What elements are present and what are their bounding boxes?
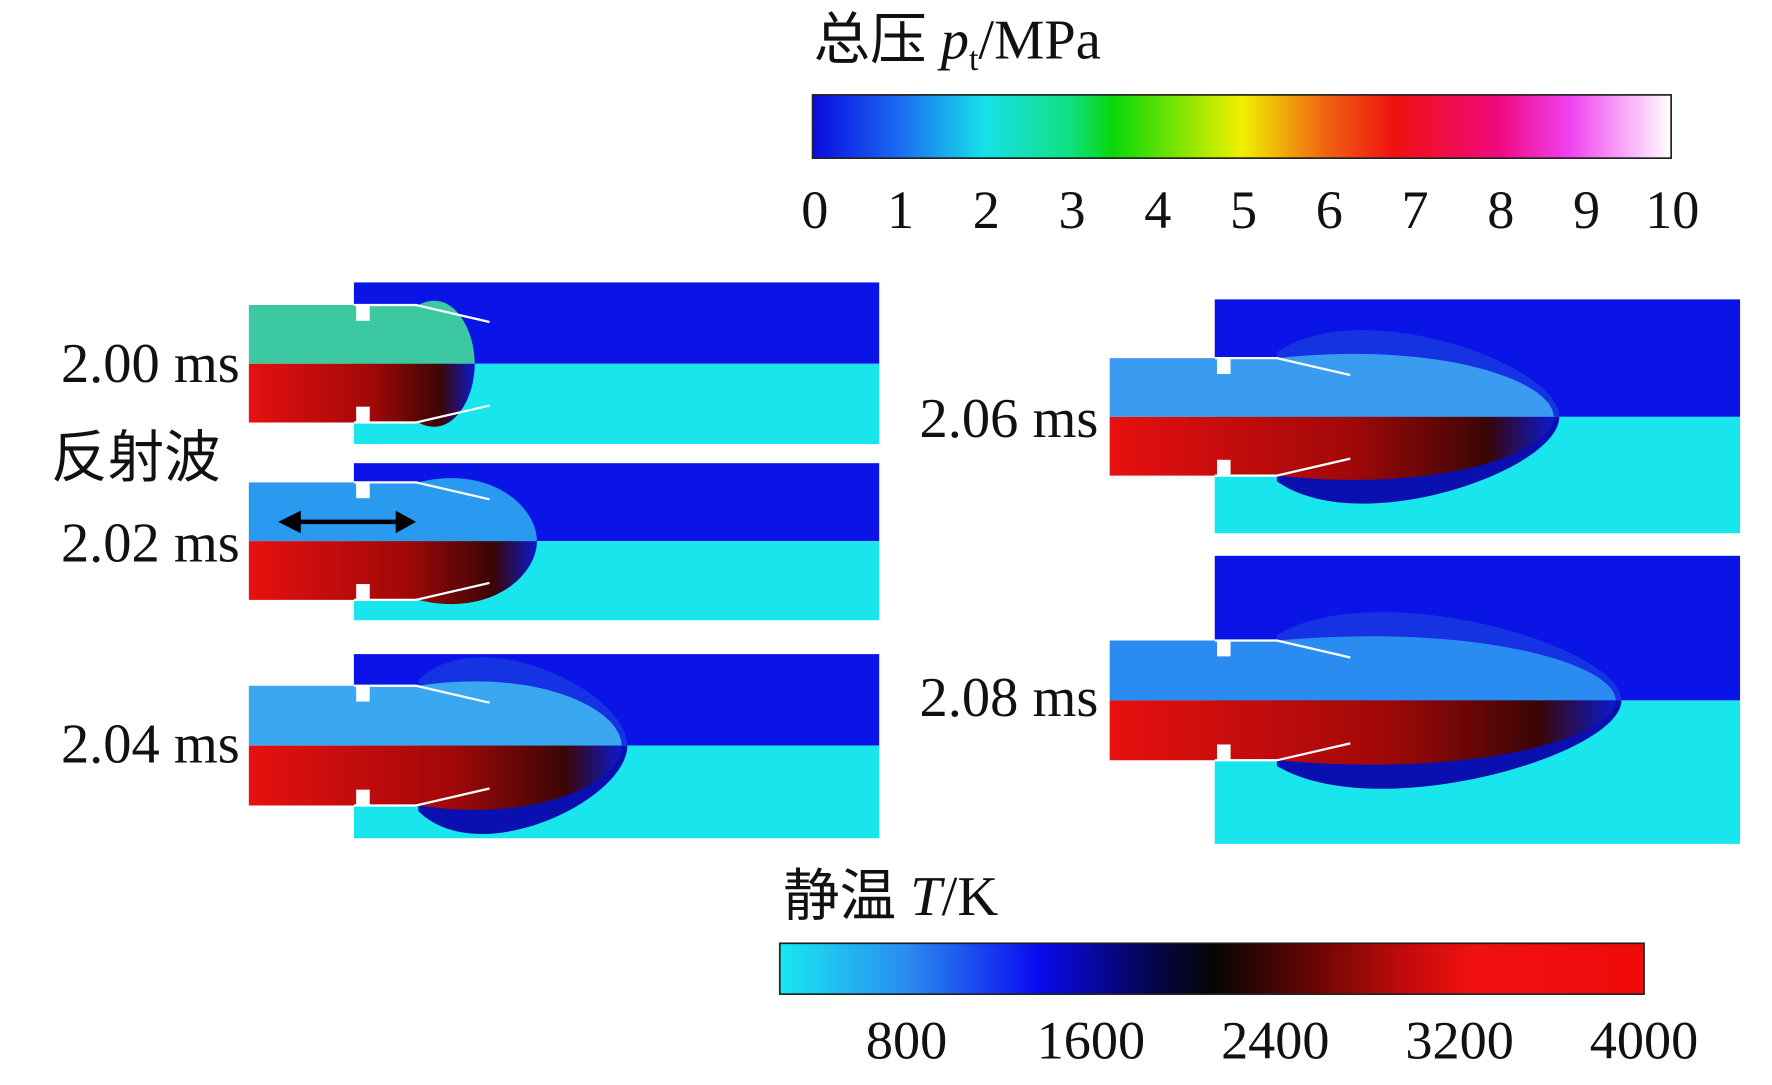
colorbar-tick-label: 800: [866, 1011, 947, 1071]
nozzle-wall: [353, 404, 490, 424]
plume-temperature: [248, 541, 537, 605]
nozzle-step: [356, 305, 370, 321]
flow-panel: [1109, 555, 1741, 844]
plume-temperature: [248, 745, 622, 810]
colorbar-tick-label: 4: [1144, 180, 1171, 240]
colorbar-tick-label: 5: [1230, 180, 1257, 240]
colorbar-tick-label: 1600: [1037, 1011, 1145, 1071]
colorbar-symbol: p: [937, 10, 969, 72]
colorbar-tick-label: 4000: [1590, 1011, 1698, 1071]
plume-temperature: [1109, 700, 1616, 765]
colorbar-tick-label: 2400: [1221, 1011, 1329, 1071]
annotation: 反射波: [51, 428, 220, 490]
nozzle-step: [1217, 640, 1231, 657]
time-label: 2.06 ms: [920, 388, 1099, 450]
colorbar-tick-label: 6: [1316, 180, 1343, 240]
colorbar-tick-label: 3200: [1405, 1011, 1513, 1071]
colorbar-name: 总压: [814, 10, 927, 72]
colorbar-tick-label: 7: [1401, 180, 1428, 240]
flow-panel: [248, 463, 880, 621]
colorbar-tick-label: 9: [1573, 180, 1600, 240]
colorbar-title: 静温 T/K: [783, 866, 998, 928]
nozzle-wall: [353, 787, 490, 807]
nozzle-step: [356, 406, 370, 423]
panels: [248, 282, 1741, 844]
colorbar-name: 静温: [783, 866, 896, 928]
nozzle-wall: [1214, 356, 1351, 377]
plume-pressure: [1109, 636, 1616, 701]
nozzle-step: [1217, 358, 1231, 374]
time-label: 2.00 ms: [61, 333, 240, 395]
nozzle-wall: [353, 481, 490, 501]
annotation-arrow-head: [395, 510, 417, 534]
flow-panel: [248, 654, 880, 839]
colorbar-tick-label: 10: [1645, 180, 1699, 240]
nozzle-step: [1217, 744, 1231, 761]
nozzle-wall: [353, 581, 490, 602]
nozzle-wall: [353, 684, 490, 704]
colorbar-bar: [811, 94, 1672, 160]
nozzle-wall: [1214, 742, 1351, 762]
time-label: 2.08 ms: [920, 667, 1099, 729]
colorbar-tick-label: 1: [887, 180, 914, 240]
colorbar-symbol: T: [910, 866, 945, 928]
colorbar-unit: /MPa: [978, 10, 1100, 72]
nozzle-step: [356, 789, 370, 806]
nozzle-step: [1217, 459, 1231, 476]
time-label: 2.02 ms: [61, 512, 240, 574]
annotation-arrow-head: [278, 510, 301, 534]
colorbar-title: 总压 pt/MPa: [814, 10, 1101, 78]
colorbar-tick-label: 8: [1487, 180, 1514, 240]
flow-panel: [1109, 299, 1741, 534]
colorbar-tick-label: 3: [1059, 180, 1086, 240]
time-label: 2.04 ms: [61, 714, 240, 776]
nozzle-step: [356, 584, 370, 600]
nozzle-wall: [1214, 639, 1351, 659]
nozzle-wall: [353, 303, 490, 324]
flow-panel: [248, 282, 880, 444]
plume-temperature: [248, 363, 475, 427]
colorbar-unit: /K: [942, 866, 999, 928]
plume-pressure: [248, 478, 537, 542]
colorbar-tick-label: 2: [973, 180, 1000, 240]
colorbar-tick-label: 0: [801, 180, 828, 240]
colorbar-subscript: t: [969, 41, 979, 78]
nozzle-step: [356, 685, 370, 702]
plume-pressure: [248, 300, 475, 364]
nozzle-wall: [1214, 457, 1351, 477]
nozzle-step: [356, 482, 370, 499]
plume-pressure: [248, 681, 622, 746]
colorbar-bar: [778, 942, 1645, 995]
